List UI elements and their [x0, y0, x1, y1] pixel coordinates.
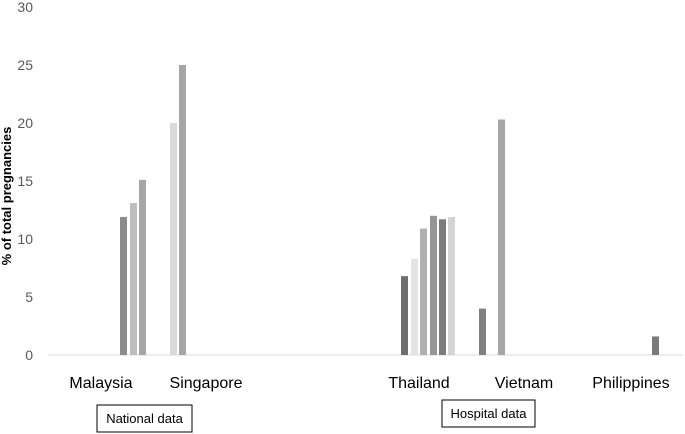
bar-singapore: [170, 123, 177, 355]
y-axis-ticks: 0 5 10 15 20 25 30: [17, 0, 33, 363]
bar-thailand: [430, 215, 437, 355]
bar-philippines: [652, 336, 659, 355]
y-axis-label: % of total pregnancies: [0, 127, 14, 266]
national-data-box: [96, 404, 193, 433]
bar-malaysia: [120, 216, 127, 355]
category-label-philippines: Philippines: [592, 375, 669, 392]
y-tick-label: 10: [17, 231, 33, 247]
bar-malaysia: [139, 179, 146, 355]
category-label-singapore: Singapore: [170, 375, 243, 392]
category-label-thailand: Thailand: [388, 375, 449, 392]
bar-malaysia: [130, 203, 137, 355]
bar-thailand: [401, 276, 408, 355]
x-axis-category-labels: Malaysia Singapore Thailand Vietnam Philippi…: [69, 375, 669, 392]
bar-vietnam: [498, 119, 505, 356]
y-tick-label: 0: [25, 347, 33, 363]
bars: [120, 65, 659, 356]
y-tick-label: 5: [25, 289, 33, 305]
y-tick-label: 15: [17, 173, 33, 189]
category-label-malaysia: Malaysia: [69, 375, 132, 392]
bar-thailand: [411, 258, 418, 355]
category-label-vietnam: Vietnam: [495, 375, 553, 392]
y-tick-label: 25: [17, 57, 33, 73]
y-tick-label: 30: [17, 0, 33, 15]
bar-singapore: [179, 65, 186, 355]
bar-thailand: [420, 228, 427, 355]
bar-thailand: [448, 216, 455, 355]
bar-thailand: [439, 219, 446, 355]
hospital-data-box: [441, 399, 536, 428]
y-tick-label: 20: [17, 115, 33, 131]
hospital-data-label: Hospital data: [451, 406, 528, 421]
bar-vietnam: [479, 308, 486, 355]
national-data-label: National data: [106, 411, 183, 426]
